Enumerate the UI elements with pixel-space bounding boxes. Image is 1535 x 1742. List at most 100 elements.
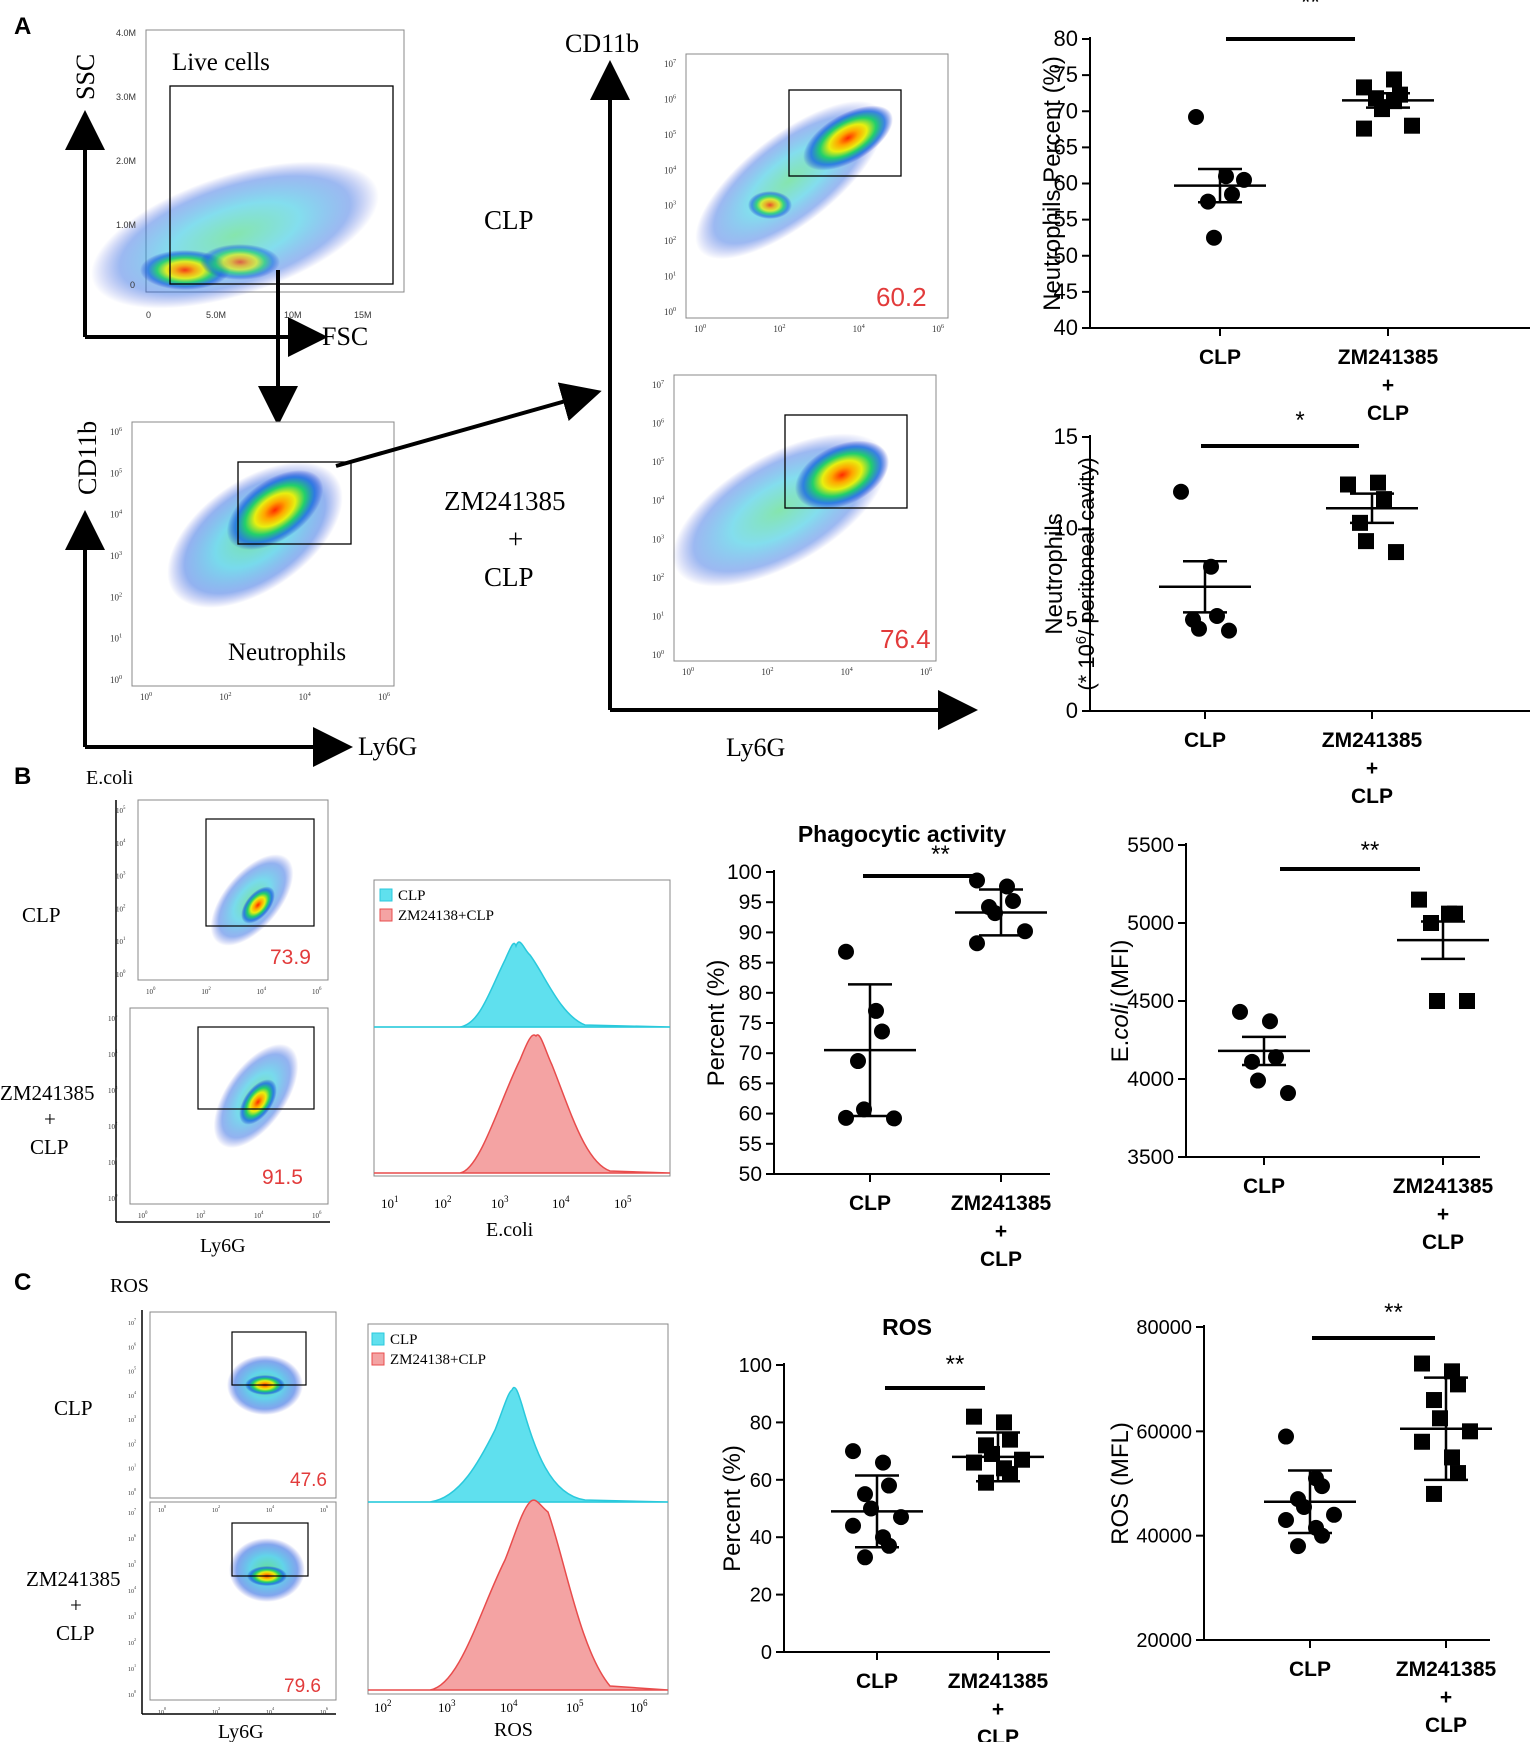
data-point-b2: [1268, 1049, 1284, 1066]
c-zm-gate-percent: 79.6: [284, 1676, 321, 1697]
y-tick-label-b1: 65: [739, 1072, 762, 1095]
panel-label-c: C: [14, 1269, 31, 1296]
chart-title-b1: Phagocytic activity: [798, 821, 1007, 847]
c-hist-x-label: ROS: [494, 1719, 533, 1741]
data-point-a1: [1356, 120, 1372, 137]
panel-label-a: A: [14, 13, 31, 40]
b-hist-x-label: E.coli: [486, 1219, 534, 1241]
log-tick-y: 103: [128, 1611, 136, 1621]
log-tick-y: 102: [110, 591, 122, 602]
y-tick-label-b1: 75: [739, 1012, 762, 1035]
b-hist-legend-clp: CLP: [398, 888, 426, 904]
live-cells-label: Live cells: [172, 49, 270, 76]
ssc-tick: 1.0M: [116, 220, 136, 230]
log-tick-y: 105: [128, 1559, 136, 1569]
gate-arrow-right: [335, 382, 602, 468]
b-zm-dotplot: 91.5: [129, 1007, 329, 1205]
y-tick-label-a1: 50: [1054, 243, 1078, 268]
data-point-c1: [1002, 1431, 1018, 1448]
y-tick-label-a1: 70: [1054, 98, 1078, 123]
log-tick-y: 100: [128, 1487, 136, 1497]
y-axis-label-a1: Neutrophils Percent (%): [1039, 56, 1066, 311]
x-category-label-b1: ZM241385: [951, 1192, 1052, 1215]
data-point-c2: [1278, 1512, 1294, 1529]
c-zm-label-2: CLP: [56, 1621, 95, 1645]
log-tick-y: 104: [128, 1390, 137, 1400]
y-tick-label-a1: 75: [1054, 62, 1078, 87]
y-tick-label-c1: 0: [761, 1642, 772, 1664]
data-point-c1: [978, 1474, 994, 1491]
data-point-a2: [1376, 491, 1392, 508]
y-tick-label-b1: 70: [739, 1042, 762, 1065]
significance-stars-c2: **: [1384, 1299, 1403, 1326]
log-tick-y: 103: [652, 533, 664, 544]
x-category-label-a2: CLP: [1184, 729, 1226, 752]
log-tick-y: 104: [664, 164, 677, 175]
data-point-b2: [1423, 915, 1439, 931]
data-point-a1: [1218, 168, 1234, 185]
y-axis-label-c1: Percent (%): [719, 1445, 746, 1572]
scatter-chart-b2: 3500 4000 4500 5000 5500 CLP ZM241385 + CLP E.col…: [1107, 834, 1494, 1254]
data-point-c1: [875, 1454, 891, 1471]
data-point-c1: [893, 1509, 909, 1526]
data-point-c2: [1426, 1392, 1442, 1409]
log-tick-x: 100: [694, 323, 706, 334]
x-category-label-b1: CLP: [980, 1248, 1022, 1271]
y-tick-label-a2: 5: [1066, 607, 1078, 632]
y-tick-label-a2: 0: [1066, 698, 1078, 723]
log-tick-x: 100: [682, 666, 694, 677]
b-hist-tick: 101: [381, 1194, 399, 1211]
y-tick-label-b1: 50: [739, 1163, 762, 1186]
log-tick-x: 104: [257, 987, 267, 996]
log-tick-x: 104: [853, 323, 866, 334]
c-clp-label: CLP: [54, 1396, 93, 1420]
data-point-a2: [1358, 533, 1374, 550]
log-tick-x: 100: [158, 1706, 166, 1716]
x-category-label-b1: +: [995, 1220, 1007, 1243]
b-zm-label-1: ZM241385: [0, 1081, 95, 1105]
gating-cd11b-ly6g-plot: Neutrophils CD11b Ly6G: [65, 421, 417, 767]
x-category-label-a2: +: [1366, 757, 1378, 780]
a-clp-dotplot: 60.2: [685, 53, 949, 319]
log-tick-y: 106: [128, 1341, 136, 1351]
log-tick-y: 104: [108, 1050, 118, 1059]
log-tick-y: 106: [664, 93, 676, 104]
b-ly6g-x-label: Ly6G: [200, 1235, 246, 1257]
cd11b-axis-label-left: CD11b: [73, 421, 102, 495]
x-category-label-b2: ZM241385: [1393, 1175, 1494, 1198]
significance-stars-a2: *: [1295, 407, 1304, 434]
b-zm-label-2: CLP: [30, 1135, 69, 1159]
a-zm-gate: [784, 414, 908, 509]
y-tick-label-b1: 55: [739, 1133, 762, 1156]
data-point-a1: [1236, 171, 1252, 188]
data-point-a1: [1224, 186, 1240, 203]
x-category-label-c1: +: [992, 1698, 1004, 1721]
log-tick-x: 100: [158, 1504, 166, 1514]
log-tick-y: 101: [128, 1663, 136, 1673]
data-point-b2: [1250, 1072, 1266, 1089]
log-tick-x: 106: [312, 1211, 322, 1220]
log-tick-y: 103: [116, 872, 126, 881]
y-tick-label-b2: 4500: [1127, 990, 1174, 1013]
log-tick-x: 104: [254, 1211, 264, 1220]
data-point-c2: [1314, 1527, 1330, 1544]
cd11b-axis-label-right: CD11b: [565, 29, 639, 58]
a-zm-dotplot: 76.4: [672, 374, 937, 662]
log-tick-y: 107: [128, 1507, 136, 1517]
data-point-a2: [1203, 558, 1219, 575]
log-tick-y: 101: [110, 633, 122, 644]
log-tick-x: 106: [920, 666, 932, 677]
log-tick-y: 100: [664, 306, 676, 317]
log-tick-y: 106: [110, 426, 122, 437]
b-histogram: CLP ZM24138+CLP E.coli 101 102 103 104 1…: [373, 879, 671, 1241]
log-tick-x: 104: [266, 1706, 275, 1716]
data-point-b1: [874, 1023, 890, 1040]
fsc-tick: 0: [146, 310, 151, 320]
data-point-b1: [1005, 892, 1021, 909]
log-tick-x: 102: [761, 666, 773, 677]
log-tick-y: 102: [116, 904, 126, 913]
data-point-c2: [1432, 1410, 1448, 1427]
data-point-a1: [1386, 71, 1402, 88]
ly6g-axis-label-right: Ly6G: [726, 733, 785, 762]
